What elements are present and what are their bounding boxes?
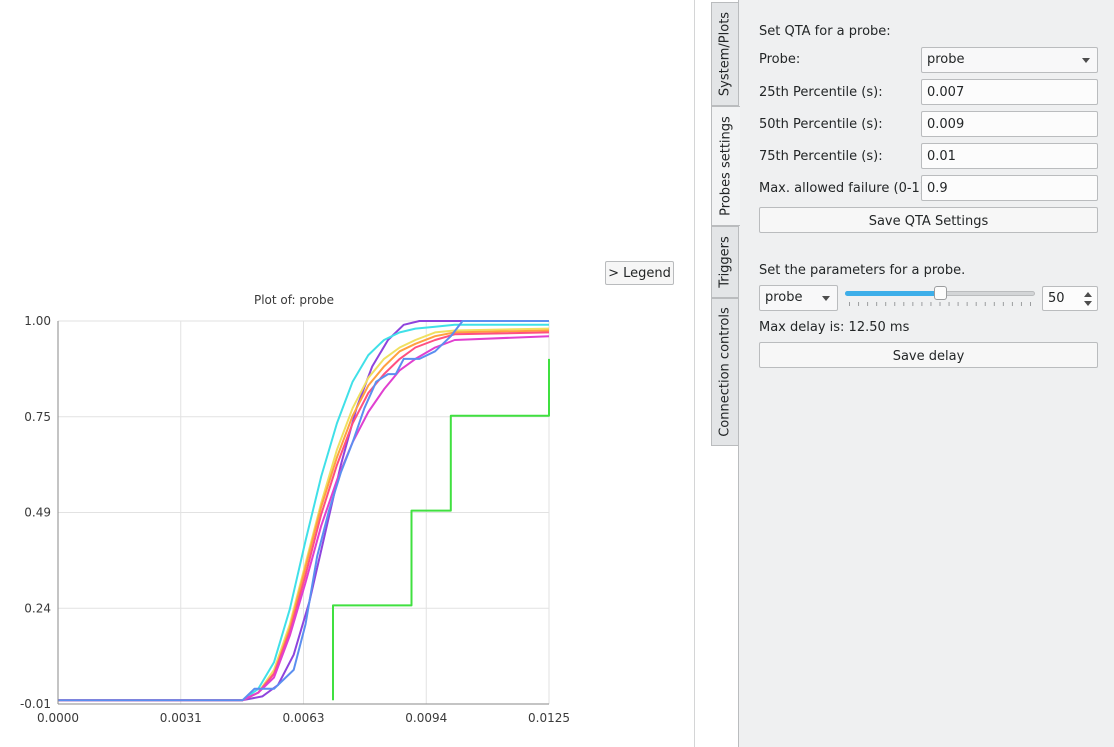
p25-field[interactable] xyxy=(921,79,1098,105)
slider-ticks xyxy=(849,302,1031,306)
param-probe-select-value: probe xyxy=(765,290,803,305)
x-tick-label: 0.0125 xyxy=(528,711,570,725)
plot-area: > Legend Plot of: probe 0.0000 0.0031 0.00… xyxy=(19,261,674,725)
chart-title: Plot of: probe xyxy=(254,293,334,307)
probes-settings-panel: Set QTA for a probe: Probe: probe 25th P… xyxy=(738,0,1114,747)
y-tick-label: 0.75 xyxy=(24,410,51,424)
max-fail-label: Max. allowed failure (0-1): xyxy=(759,181,930,196)
tab-system-plots[interactable]: System/Plots xyxy=(711,2,739,106)
chevron-up-icon[interactable] xyxy=(1084,292,1092,297)
max-delay-text: Max delay is: 12.50 ms xyxy=(759,320,910,335)
tab-connection-controls[interactable]: Connection controls xyxy=(711,298,739,446)
chevron-down-icon xyxy=(1082,58,1090,63)
delay-slider[interactable] xyxy=(845,283,1035,309)
series-line-7 xyxy=(332,358,550,701)
y-tick-label: 0.24 xyxy=(24,601,51,615)
x-tick-label: 0.0031 xyxy=(160,711,202,725)
tab-label: Probes settings xyxy=(718,116,734,216)
series-line-2 xyxy=(58,327,550,702)
probe-label: Probe: xyxy=(759,52,801,67)
slider-fill xyxy=(845,291,940,296)
p50-field[interactable] xyxy=(921,111,1098,137)
params-heading: Set the parameters for a probe. xyxy=(759,263,966,278)
save-qta-button[interactable]: Save QTA Settings xyxy=(759,207,1098,233)
chart-series xyxy=(58,320,550,702)
splitter[interactable] xyxy=(694,0,695,747)
chevron-down-icon[interactable] xyxy=(1084,301,1092,306)
p75-label: 75th Percentile (s): xyxy=(759,149,883,164)
tab-label: System/Plots xyxy=(717,11,733,97)
probe-select-value: probe xyxy=(927,52,965,67)
qta-heading: Set QTA for a probe: xyxy=(759,24,891,39)
legend-toggle-button[interactable]: > Legend xyxy=(605,261,674,285)
y-tick-label: -0.01 xyxy=(20,697,51,711)
chart-grid xyxy=(58,320,550,705)
probe-select[interactable]: probe xyxy=(921,47,1098,73)
slider-handle[interactable] xyxy=(934,286,947,300)
x-tick-label: 0.0094 xyxy=(405,711,447,725)
tab-label: Triggers xyxy=(717,236,733,288)
max-fail-field[interactable] xyxy=(921,175,1098,201)
p25-label: 25th Percentile (s): xyxy=(759,85,883,100)
save-delay-button[interactable]: Save delay xyxy=(759,342,1098,368)
chevron-down-icon xyxy=(822,296,830,301)
chart: Plot of: probe 0.0000 0.0031 0.0063 0.0094 0… xyxy=(20,293,570,725)
tab-label: Connection controls xyxy=(717,307,733,437)
series-line-4 xyxy=(58,331,550,702)
p75-field[interactable] xyxy=(921,143,1098,169)
series-line-1 xyxy=(58,323,549,702)
x-tick-label: 0.0063 xyxy=(283,711,325,725)
chart-axes: 0.0000 0.0031 0.0063 0.0094 0.0125 1.00 0.75 0.… xyxy=(20,314,570,725)
series-line-6 xyxy=(58,320,549,702)
param-probe-select[interactable]: probe xyxy=(759,285,838,311)
delay-spinbox-value: 50 xyxy=(1048,291,1065,306)
y-tick-label: 1.00 xyxy=(24,314,51,328)
delay-spinbox[interactable]: 50 xyxy=(1042,286,1098,311)
tab-triggers[interactable]: Triggers xyxy=(711,226,739,298)
p50-label: 50th Percentile (s): xyxy=(759,117,883,132)
x-tick-label: 0.0000 xyxy=(37,711,79,725)
y-tick-label: 0.49 xyxy=(24,506,51,520)
tab-probes-settings[interactable]: Probes settings xyxy=(711,106,740,226)
side-tabbar: System/Plots Probes settings Triggers Co… xyxy=(711,0,740,747)
